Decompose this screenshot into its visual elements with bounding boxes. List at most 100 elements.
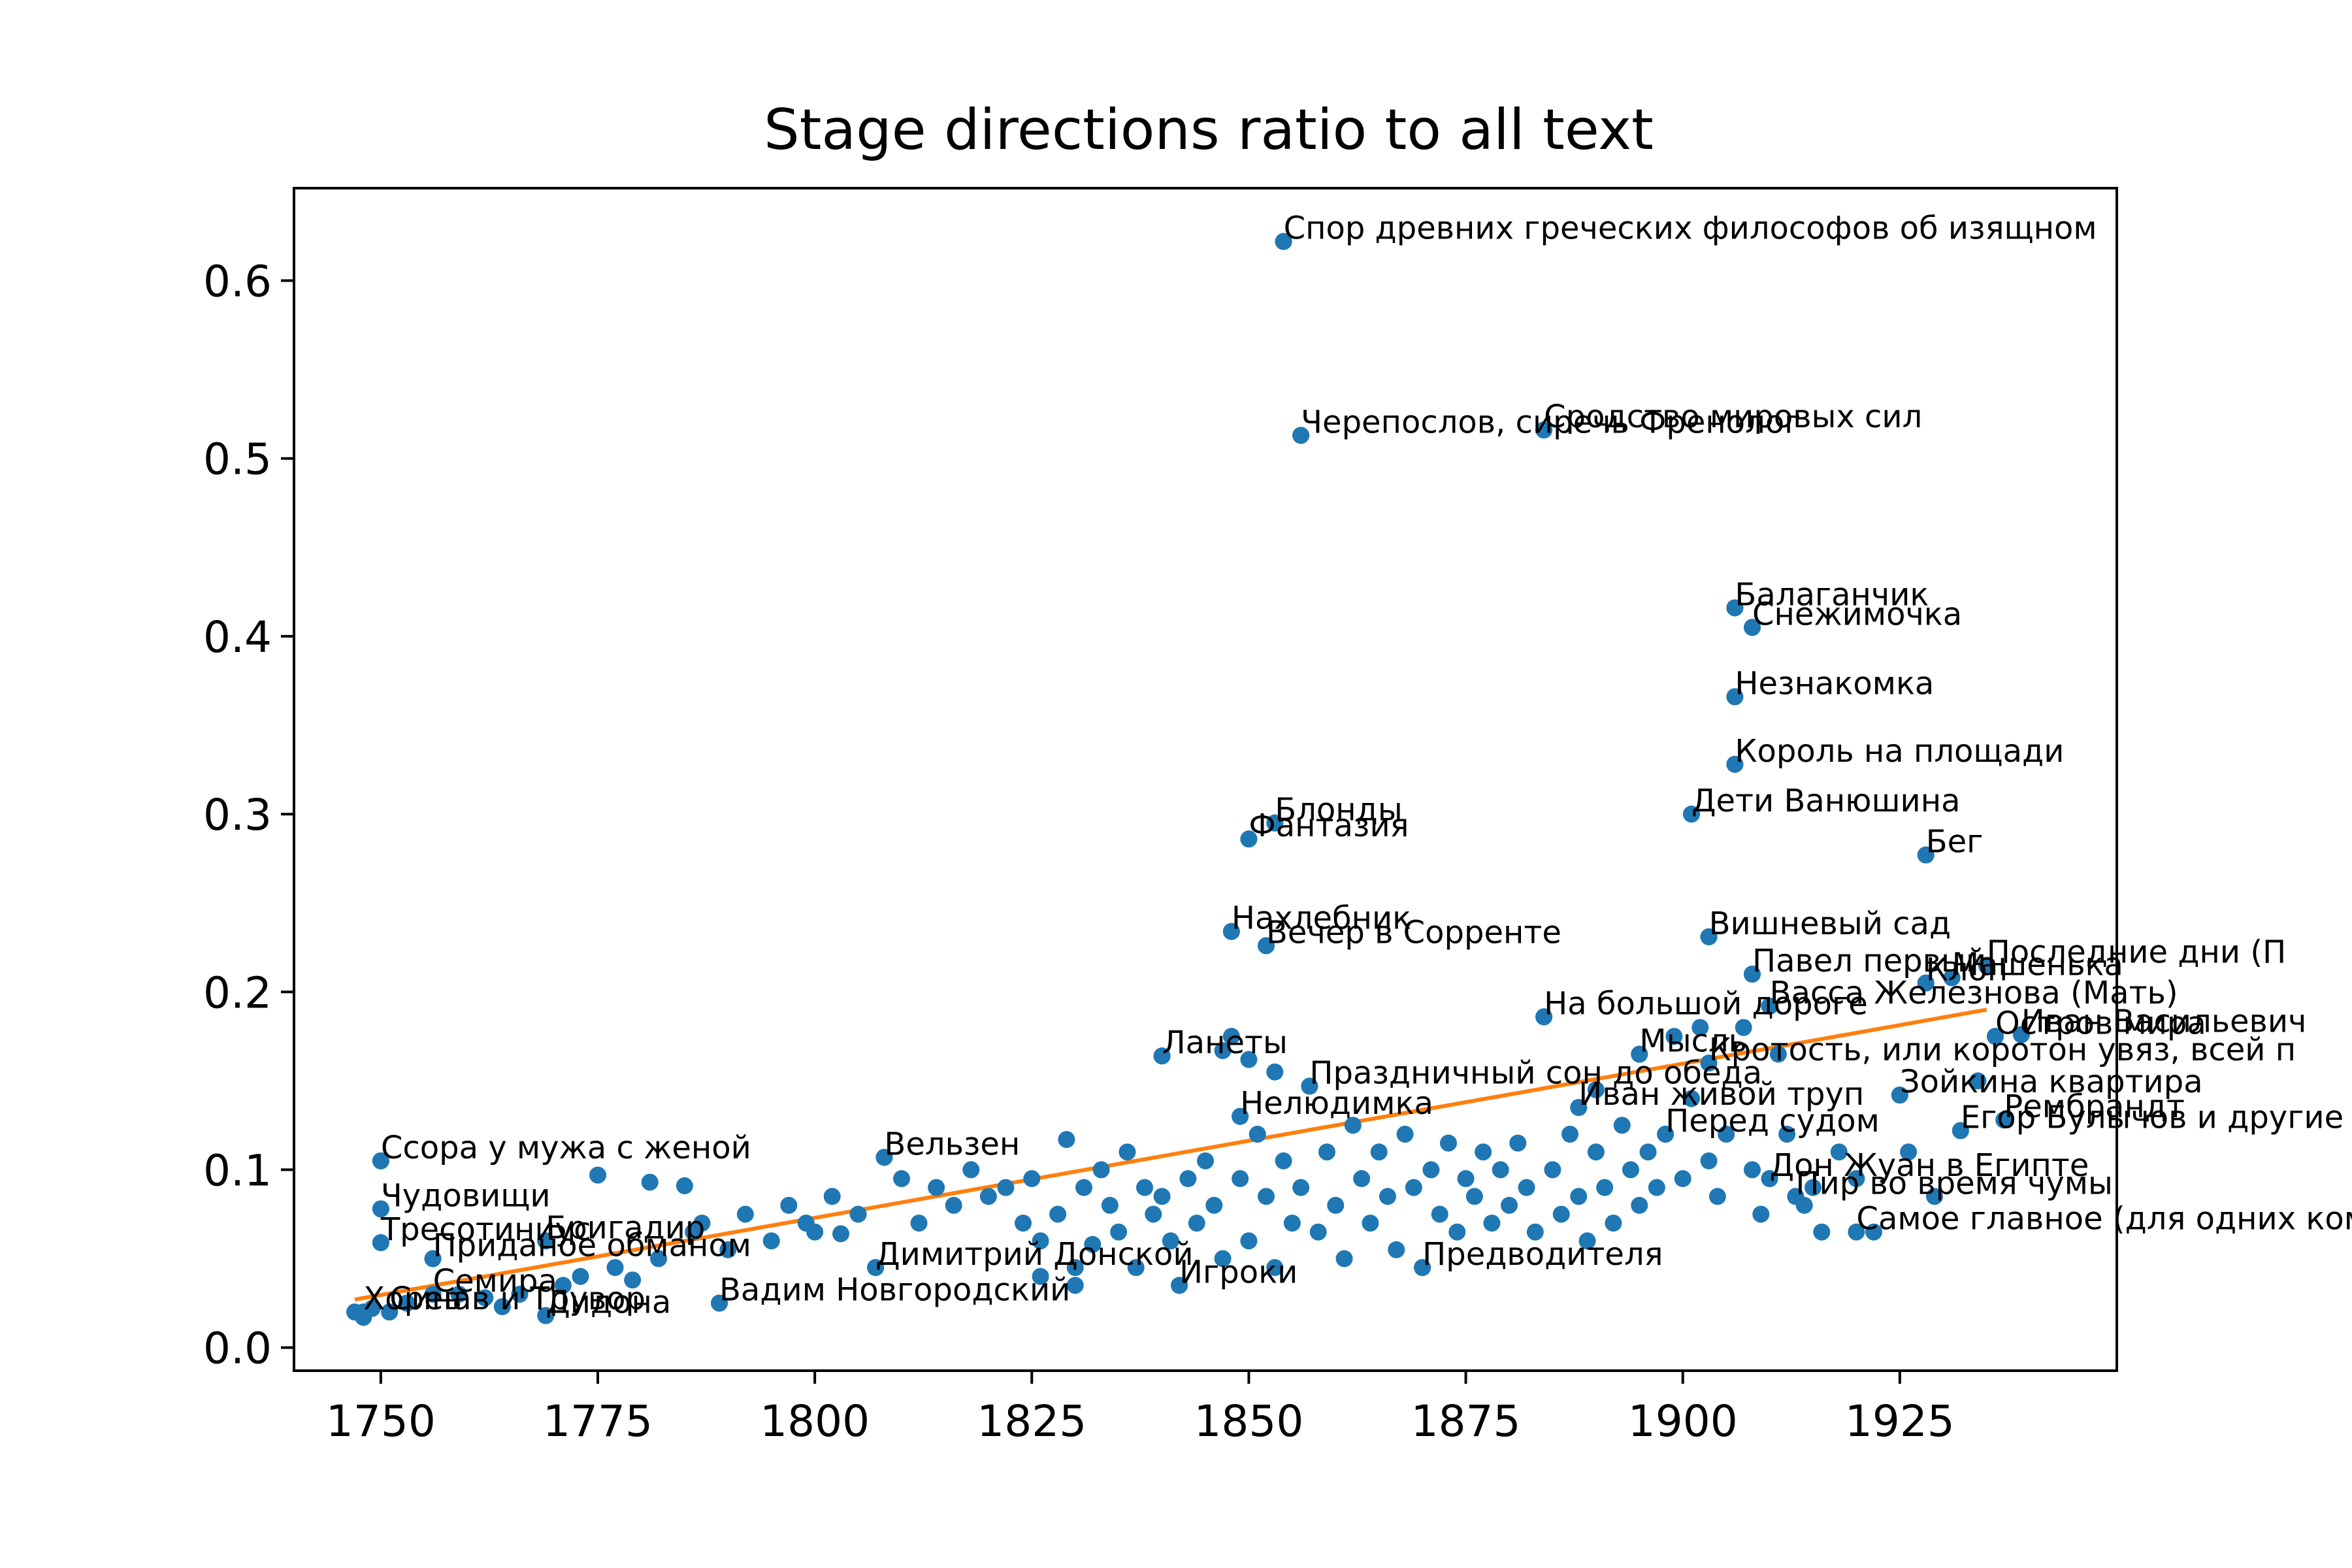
x-tick-label: 1900	[1628, 1396, 1738, 1446]
data-point	[1926, 1188, 1943, 1205]
data-point	[1222, 1028, 1240, 1045]
data-point	[736, 1205, 754, 1223]
data-point	[606, 1259, 624, 1277]
data-point	[1744, 966, 1761, 983]
data-point	[676, 1177, 693, 1194]
data-point	[1535, 421, 1553, 439]
data-point	[1258, 937, 1275, 955]
data-point	[1726, 755, 1744, 773]
data-point	[1292, 1179, 1310, 1196]
data-point	[1570, 1099, 1588, 1117]
y-tick-label: 0.2	[203, 968, 272, 1018]
point-label: Нахлебник	[1232, 900, 1411, 937]
point-label: Иван живой труп	[1578, 1076, 1864, 1113]
data-point	[1778, 1126, 1796, 1143]
data-point	[493, 1298, 511, 1316]
data-point	[1465, 1188, 1483, 1205]
data-point	[979, 1188, 997, 1205]
data-point	[1813, 1223, 1831, 1241]
data-point	[1492, 1161, 1509, 1179]
data-point	[1587, 1143, 1605, 1161]
point-labels-layer: Спор древних греческих философов об изящ…	[363, 210, 2352, 1321]
point-label: Дидона	[546, 1284, 671, 1321]
data-point	[1335, 1250, 1353, 1267]
data-point	[1162, 1232, 1179, 1250]
data-point	[1309, 1223, 1327, 1241]
data-point	[1379, 1188, 1396, 1205]
data-point	[1552, 1205, 1570, 1223]
data-point	[1414, 1259, 1431, 1277]
y-tick-label: 0.1	[203, 1145, 272, 1196]
point-label: Дети Ванюшина	[1691, 783, 1961, 819]
data-point	[1197, 1152, 1214, 1169]
point-label: Фантазия	[1249, 808, 1409, 844]
data-point	[1422, 1161, 1440, 1179]
data-point	[1769, 1045, 1787, 1063]
data-point	[1917, 846, 1935, 864]
data-point	[1084, 1235, 1102, 1253]
point-label: Самое главное (для одних комедия, для др…	[1856, 1201, 2352, 1237]
data-point	[1917, 974, 1935, 992]
data-point	[1691, 1019, 1709, 1036]
data-point	[650, 1250, 667, 1267]
point-label: Король на площади	[1735, 733, 2064, 770]
data-point	[641, 1173, 659, 1191]
data-point	[1787, 1188, 1805, 1205]
data-point	[1605, 1215, 1622, 1232]
data-point	[1848, 1170, 1865, 1188]
data-point	[1483, 1215, 1501, 1232]
plot-area: Спор древних греческих философов об изящ…	[346, 210, 2352, 1326]
point-label: Вечер в Сорренте	[1266, 914, 1561, 951]
data-point	[910, 1215, 928, 1232]
data-point	[1171, 1277, 1188, 1294]
data-point	[1700, 1054, 1718, 1072]
point-label: Балаганчик	[1735, 576, 1929, 613]
point-label: Вельзен	[884, 1126, 1020, 1162]
data-point	[1526, 1223, 1544, 1241]
points-layer	[346, 233, 2030, 1326]
data-point	[1726, 599, 1744, 617]
data-point	[1518, 1179, 1535, 1196]
data-point	[1266, 1259, 1284, 1277]
data-point	[372, 1152, 389, 1169]
data-point	[806, 1223, 824, 1241]
data-point	[1431, 1205, 1448, 1223]
point-label: Ссора у мужа с женой	[381, 1130, 751, 1166]
data-point	[1205, 1196, 1223, 1214]
point-label: Мысль	[1639, 1023, 1747, 1060]
data-point	[1066, 1259, 1084, 1277]
data-point	[719, 1241, 737, 1258]
y-tick-label: 0.5	[203, 434, 272, 485]
data-point	[823, 1188, 841, 1205]
data-point	[997, 1179, 1015, 1196]
data-point	[762, 1232, 780, 1250]
data-point	[1301, 1077, 1318, 1095]
point-label: Предводителя	[1422, 1236, 1663, 1273]
data-point	[1396, 1126, 1414, 1143]
data-point	[1275, 1152, 1292, 1169]
data-point	[1222, 923, 1240, 940]
data-point	[1744, 1161, 1761, 1179]
data-point	[1145, 1205, 1162, 1223]
point-label: Васса Железнова (Мать)	[1770, 975, 2178, 1011]
data-point	[1683, 806, 1700, 823]
x-tick-label: 1800	[760, 1396, 870, 1446]
point-label: Нелюдимка	[1240, 1085, 1433, 1122]
data-point	[1978, 956, 1995, 974]
data-point	[1058, 1131, 1075, 1149]
x-tick-label: 1775	[543, 1396, 653, 1446]
data-point	[424, 1285, 442, 1303]
y-tick-label: 0.6	[203, 257, 272, 307]
data-point	[1744, 619, 1761, 636]
point-label: Спор древних греческих философов об изящ…	[1284, 210, 2097, 247]
point-label: На большой дороге	[1544, 985, 1868, 1022]
point-label: Бег	[1926, 824, 1984, 860]
data-point	[1561, 1126, 1578, 1143]
data-point	[1648, 1179, 1665, 1196]
data-point	[1596, 1179, 1614, 1196]
point-label: Синав и Трувор	[389, 1281, 645, 1317]
x-tick-label: 1750	[326, 1396, 436, 1446]
data-point	[1587, 1081, 1605, 1098]
data-point	[1622, 1161, 1639, 1179]
data-point	[1718, 1126, 1735, 1143]
